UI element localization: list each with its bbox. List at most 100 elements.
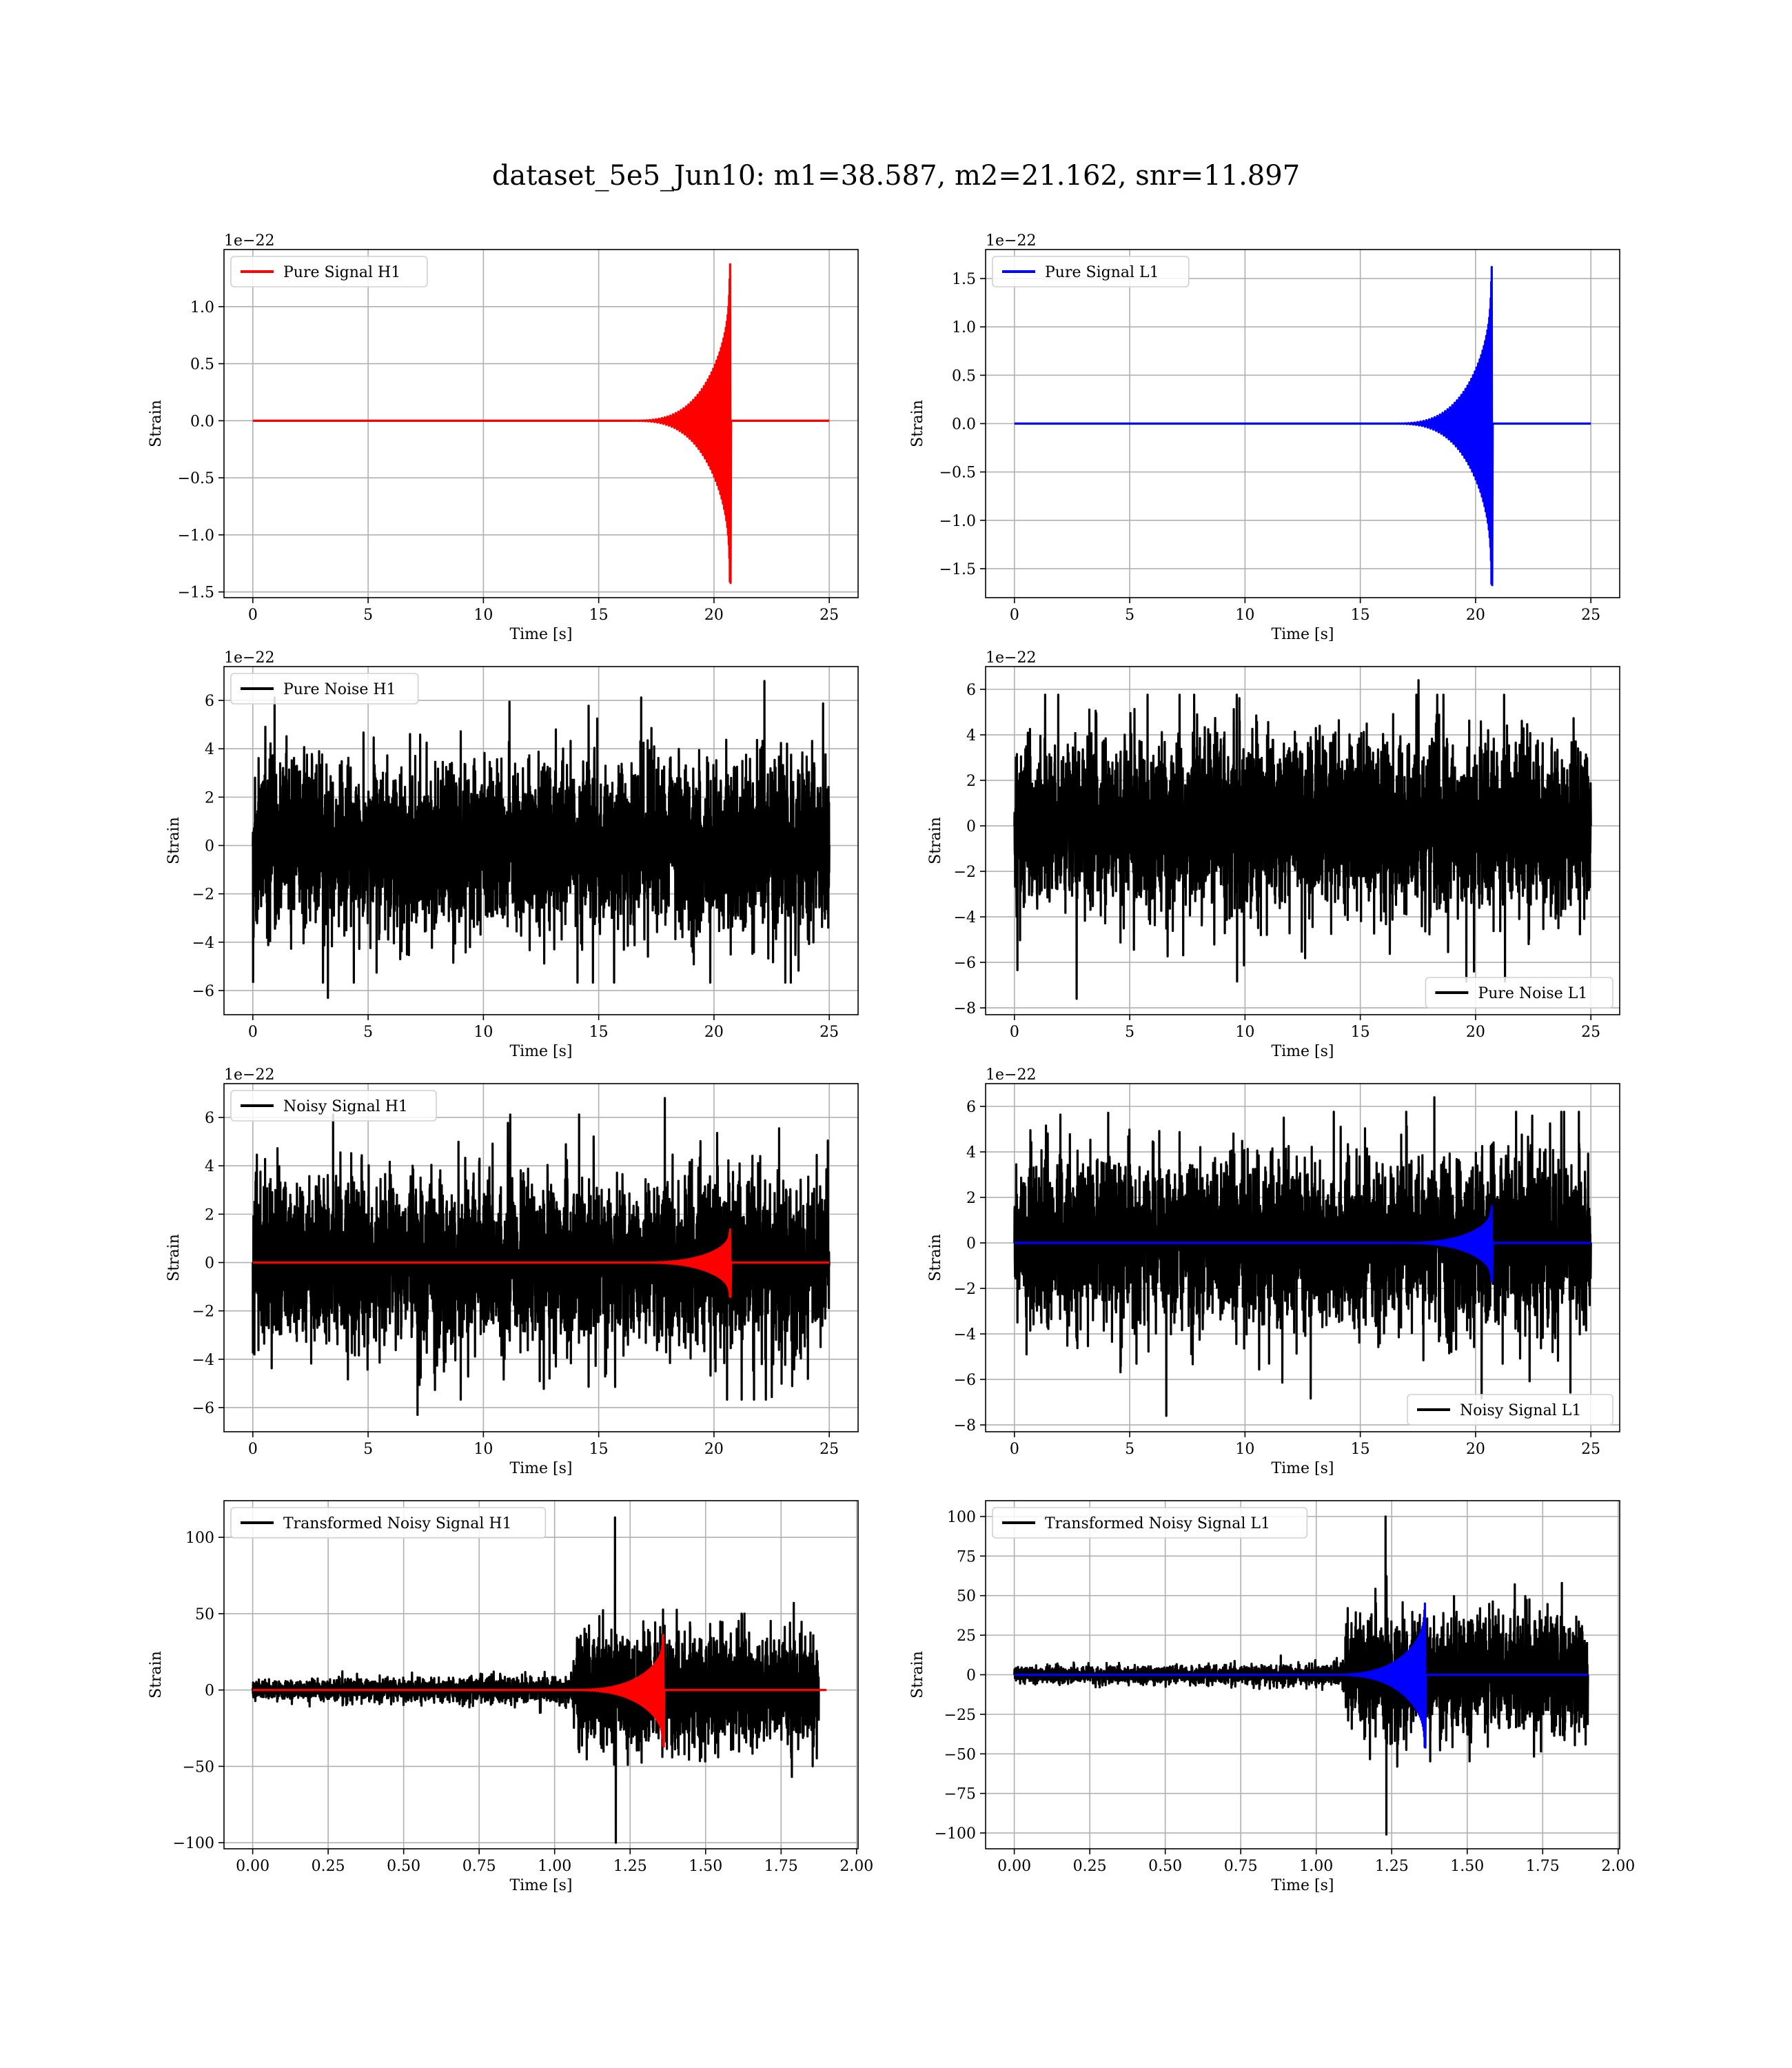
x-tick-label: 0 xyxy=(248,1024,258,1041)
legend: Noisy Signal H1 xyxy=(230,1090,437,1122)
x-tick-label: 1.75 xyxy=(764,1858,798,1875)
y-tick-label: −75 xyxy=(944,1786,976,1803)
x-tick-label: 0.75 xyxy=(462,1858,496,1875)
subplot-8: 0.00 0.25 0.50 0.75 1.00 1.25 1.50 1.75 2.00 −100… xyxy=(909,1500,1635,1894)
y-tick-label: −100 xyxy=(935,1825,976,1843)
y-tick-label: 4 xyxy=(966,1144,976,1162)
x-tick-label: 5 xyxy=(363,1024,373,1041)
series-line-1 xyxy=(252,1097,831,1417)
y-axis-label: Strain xyxy=(165,1234,183,1281)
y-tick-label: 1.0 xyxy=(952,319,976,336)
x-tick-label: 25 xyxy=(819,1024,839,1041)
x-tick-label: 20 xyxy=(1466,1441,1485,1458)
x-axis-label: Time [s] xyxy=(509,1460,572,1477)
subplot-6: 0 5 10 15 20 25 −8 −6 −4 −2 0 2 4 6 Time [s] Strain 1e−2… xyxy=(927,1066,1620,1477)
y-axis-label: Strain xyxy=(909,400,926,447)
x-tick-label: 10 xyxy=(474,607,493,624)
x-tick-label: 15 xyxy=(589,1024,609,1041)
plot-area xyxy=(1014,265,1591,587)
x-tick-label: 25 xyxy=(819,607,839,624)
plot-area xyxy=(252,263,830,585)
figure-title: dataset_5e5_Jun10: m1=38.587, m2=21.162,… xyxy=(492,160,1300,192)
y-tick-label: 100 xyxy=(185,1530,214,1547)
x-tick-label: 5 xyxy=(1125,1024,1134,1041)
x-tick-label: 10 xyxy=(1235,1441,1254,1458)
series-line-1 xyxy=(252,263,830,585)
x-tick-label: 0.50 xyxy=(1148,1858,1182,1875)
y-tick-label: 0 xyxy=(966,1235,976,1253)
x-tick-label: 1.00 xyxy=(538,1858,571,1875)
subplot-2: 0 5 10 15 20 25 −1.5 −1.0 −0.5 0.0 0.5 1.0 1.5 Time [… xyxy=(909,232,1620,643)
y-tick-label: 4 xyxy=(205,1158,214,1175)
subplot-5: 0 5 10 15 20 25 −6 −4 −2 0 2 4 6 Time [s] Strain 1e−22 N… xyxy=(165,1066,859,1477)
y-tick-label: −4 xyxy=(192,1352,214,1369)
offset-text: 1e−22 xyxy=(224,1066,274,1084)
x-tick-label: 0.25 xyxy=(1073,1858,1107,1875)
x-tick-label: 20 xyxy=(704,1441,724,1458)
series-line-1 xyxy=(1013,1515,1589,1836)
x-tick-label: 15 xyxy=(589,607,609,624)
y-tick-label: 4 xyxy=(966,727,976,744)
y-axis-label: Strain xyxy=(909,1651,926,1699)
y-tick-label: −4 xyxy=(954,909,976,926)
legend-box xyxy=(1425,977,1613,1008)
y-tick-label: −6 xyxy=(954,955,976,972)
offset-text: 1e−22 xyxy=(986,1066,1036,1084)
axes-frame xyxy=(985,666,1620,1015)
legend-label: Pure Signal L1 xyxy=(1045,264,1159,281)
plot-area xyxy=(1013,1096,1592,1417)
x-tick-label: 0 xyxy=(248,1441,258,1458)
legend-box xyxy=(230,256,428,287)
x-tick-label: 5 xyxy=(1125,1441,1134,1458)
x-axis-label: Time [s] xyxy=(1271,1043,1334,1060)
y-tick-label: 6 xyxy=(205,1110,214,1127)
x-tick-label: 0.50 xyxy=(387,1858,420,1875)
y-tick-label: −6 xyxy=(192,983,214,1000)
subplot-4: 0 5 10 15 20 25 −8 −6 −4 −2 0 2 4 6 Time [s] Strain 1e−2… xyxy=(927,649,1620,1060)
axes-frame xyxy=(985,1083,1620,1432)
plot-area xyxy=(252,680,831,1000)
legend-label: Noisy Signal H1 xyxy=(283,1098,408,1115)
y-tick-label: 2 xyxy=(205,789,214,807)
x-tick-label: 1.50 xyxy=(689,1858,722,1875)
y-tick-label: 4 xyxy=(205,741,214,758)
x-tick-label: 1.75 xyxy=(1526,1858,1560,1875)
legend-box xyxy=(230,1090,437,1122)
y-tick-label: −2 xyxy=(192,1304,214,1321)
y-tick-label: 2 xyxy=(966,1190,976,1207)
y-tick-label: 0.0 xyxy=(190,413,214,430)
series-line-1 xyxy=(252,680,831,1000)
y-tick-label: −0.5 xyxy=(178,470,214,487)
offset-text: 1e−22 xyxy=(224,649,274,667)
x-axis-label: Time [s] xyxy=(509,1043,572,1060)
y-tick-label: 0 xyxy=(966,818,976,835)
x-tick-label: 1.25 xyxy=(1375,1858,1409,1875)
x-tick-label: 0 xyxy=(1010,1024,1019,1041)
x-axis-label: Time [s] xyxy=(1271,626,1334,643)
x-tick-label: 10 xyxy=(474,1441,493,1458)
y-tick-label: −100 xyxy=(173,1835,214,1852)
series-line-2 xyxy=(252,1228,830,1298)
y-tick-label: −2 xyxy=(954,864,976,881)
y-tick-label: 50 xyxy=(195,1606,214,1623)
legend: Pure Signal H1 xyxy=(230,256,428,287)
axes-frame xyxy=(223,666,859,1015)
x-tick-label: 25 xyxy=(1581,1024,1600,1041)
legend: Transformed Noisy Signal L1 xyxy=(992,1507,1308,1539)
subplot-7: 0.00 0.25 0.50 0.75 1.00 1.25 1.50 1.75 2.00 −100… xyxy=(147,1500,873,1894)
offset-text: 1e−22 xyxy=(224,232,274,250)
x-tick-label: 15 xyxy=(1351,1441,1370,1458)
y-axis-label: Strain xyxy=(165,817,183,864)
y-tick-label: 1.5 xyxy=(952,271,976,288)
x-tick-label: 15 xyxy=(1351,1024,1370,1041)
y-tick-label: −0.5 xyxy=(939,465,976,482)
series-line-1 xyxy=(1014,265,1591,587)
y-tick-label: −1.5 xyxy=(939,561,976,578)
series-line-1 xyxy=(252,1516,820,1844)
y-tick-label: −8 xyxy=(954,1417,976,1435)
x-tick-label: 20 xyxy=(704,607,724,624)
x-tick-label: 20 xyxy=(1466,1024,1485,1041)
legend: Noisy Signal L1 xyxy=(1407,1394,1613,1426)
y-tick-label: 1.0 xyxy=(190,299,214,316)
legend-box xyxy=(230,1507,547,1539)
